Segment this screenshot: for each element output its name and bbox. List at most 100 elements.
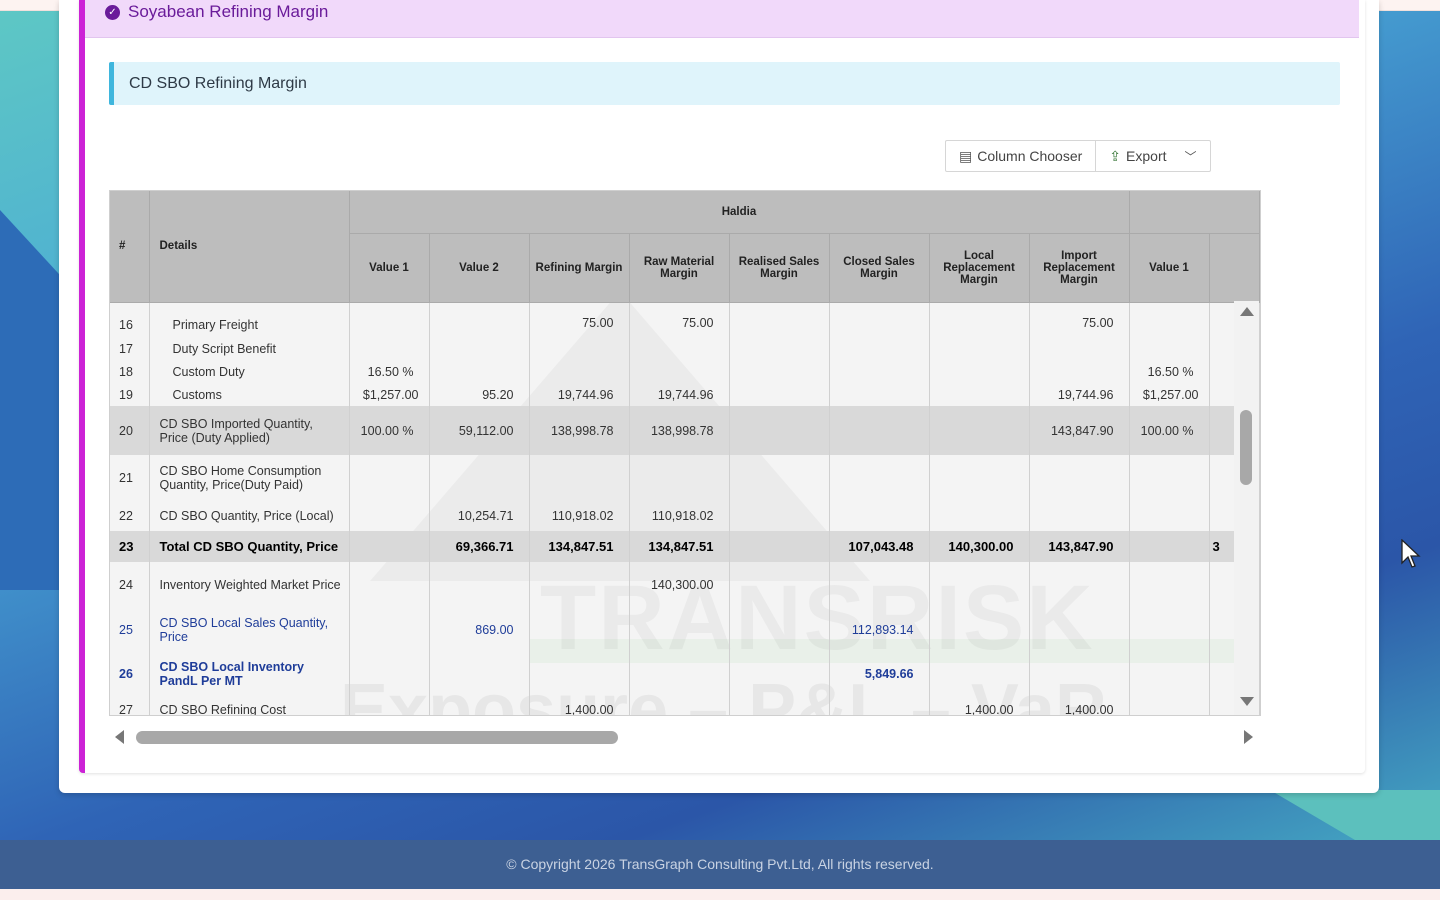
header-realised-sales-margin[interactable]: Realised Sales Margin [729,233,830,303]
cell-value-1 [349,501,430,531]
column-chooser-button[interactable]: ▤ Column Chooser [946,141,1095,171]
cell-realised-sales-margin [729,360,830,383]
header-index[interactable]: # [110,191,150,303]
cell-raw-material-margin: 134,847.51 [629,531,730,562]
scroll-down-arrow-icon[interactable] [1240,697,1254,706]
header-value-1b[interactable]: Value 1 [1129,233,1210,303]
header-next-column [1209,233,1260,303]
cell-local-replacement-margin [929,302,1030,337]
table-row[interactable]: 17 Duty Script Benefit [110,337,1260,360]
panel-header[interactable]: ✓ Soyabean Refining Margin [85,0,1359,38]
cell-closed-sales-margin [829,302,930,337]
row-index: 20 [110,406,150,455]
cell-value-1 [349,652,430,696]
vertical-scrollbar[interactable] [1234,301,1259,715]
cell-value-1: 100.00 % [349,406,430,455]
row-details[interactable]: CD SBO Local Inventory PandL Per MT [149,652,350,696]
cell-closed-sales-margin [829,455,930,501]
cell-closed-sales-margin [829,360,930,383]
vertical-scroll-thumb[interactable] [1240,410,1252,485]
row-details: Custom Duty [149,360,350,383]
column-chooser-icon: ▤ [959,147,973,164]
row-index: 16 [110,302,150,337]
table-row[interactable]: 22 CD SBO Quantity, Price (Local) 10,254… [110,501,1260,531]
cell-local-replacement-margin [929,360,1030,383]
cell-import-replacement-margin: 143,847.90 [1029,531,1130,562]
cell-value-1: $1,257.00 [349,383,430,406]
table-row[interactable]: 24 Inventory Weighted Market Price 140,3… [110,562,1260,608]
cell-import-replacement-margin [1029,652,1130,696]
table-row[interactable]: 18 Custom Duty 16.50 % 16.50 % [110,360,1260,383]
row-details: CD SBO Home Consumption Quantity, Price(… [149,455,350,501]
cell-refining-margin [529,652,630,696]
header-value-1[interactable]: Value 1 [349,233,430,303]
cell-closed-sales-margin: 112,893.14 [829,608,930,652]
table-row[interactable]: 21 CD SBO Home Consumption Quantity, Pri… [110,455,1260,501]
header-import-replacement-margin[interactable]: Import Replacement Margin [1029,233,1130,303]
cell-value-1: 16.50 % [349,360,430,383]
header-local-replacement-margin[interactable]: Local Replacement Margin [929,233,1030,303]
scroll-left-arrow-icon[interactable] [115,730,124,744]
row-details[interactable]: CD SBO Local Sales Quantity, Price [149,608,350,652]
scroll-right-arrow-icon[interactable] [1244,730,1253,744]
cell-import-replacement-margin [1029,562,1130,608]
cell-realised-sales-margin [729,337,830,360]
table-row[interactable]: 26 CD SBO Local Inventory PandL Per MT 5… [110,652,1260,696]
cell-value-1 [349,302,430,337]
table-row[interactable]: 23 Total CD SBO Quantity, Price 69,366.7… [110,531,1260,562]
cell-value-2 [429,652,530,696]
cell-raw-material-margin: 140,300.00 [629,562,730,608]
mouse-cursor-icon [1401,539,1421,568]
cell-realised-sales-margin [729,455,830,501]
cell-realised-sales-margin [729,531,830,562]
header-refining-margin[interactable]: Refining Margin [529,233,630,303]
cell-realised-sales-margin [729,383,830,406]
scroll-up-arrow-icon[interactable] [1240,307,1254,316]
cell-import-replacement-margin: 143,847.90 [1029,406,1130,455]
section-header: CD SBO Refining Margin [109,62,1340,105]
horizontal-scroll-thumb[interactable] [136,731,618,744]
cell-value-1b [1129,696,1210,715]
row-index: 18 [110,360,150,383]
cell-refining-margin: 1,400.00 [529,696,630,715]
cell-import-replacement-margin [1029,608,1130,652]
cell-closed-sales-margin [829,406,930,455]
browser-bottom-strip [0,889,1440,900]
export-button[interactable]: ⇪ Export ﹀ [1095,141,1209,171]
cell-value-2: 69,366.71 [429,531,530,562]
cell-refining-margin [529,562,630,608]
header-closed-sales-margin[interactable]: Closed Sales Margin [829,233,930,303]
cell-import-replacement-margin: 1,400.00 [1029,696,1130,715]
cell-refining-margin [529,360,630,383]
page-footer: © Copyright 2026 TransGraph Consulting P… [0,840,1440,889]
row-index: 27 [110,696,150,715]
cell-import-replacement-margin: 75.00 [1029,302,1130,337]
cell-refining-margin: 19,744.96 [529,383,630,406]
table-row[interactable]: 27 CD SBO Refining Cost 1,400.00 1,400.0… [110,696,1260,715]
cell-closed-sales-margin [829,696,930,715]
cell-realised-sales-margin [729,501,830,531]
cell-raw-material-margin: 19,744.96 [629,383,730,406]
cell-value-2 [429,696,530,715]
chevron-down-icon[interactable]: ﹀ [1184,149,1197,164]
header-details[interactable]: Details [149,191,350,303]
horizontal-scrollbar[interactable] [109,726,1259,748]
table-row[interactable]: 16 Primary Freight 75.00 75.00 75.00 [110,302,1260,337]
table-row[interactable]: 20 CD SBO Imported Quantity, Price (Duty… [110,406,1260,455]
cell-closed-sales-margin [829,501,930,531]
header-raw-material-margin[interactable]: Raw Material Margin [629,233,730,303]
cell-closed-sales-margin [829,562,930,608]
cell-value-1b [1129,455,1210,501]
table-row[interactable]: 19 Customs $1,257.00 95.20 19,744.96 19,… [110,383,1260,406]
section-title: CD SBO Refining Margin [129,75,307,92]
cell-value-1b [1129,302,1210,337]
cell-raw-material-margin: 75.00 [629,302,730,337]
cell-raw-material-margin [629,360,730,383]
row-index: 23 [110,531,150,562]
header-value-2[interactable]: Value 2 [429,233,530,303]
cell-closed-sales-margin: 107,043.48 [829,531,930,562]
cell-value-2 [429,562,530,608]
cell-local-replacement-margin [929,337,1030,360]
table-row[interactable]: 25 CD SBO Local Sales Quantity, Price 86… [110,608,1260,652]
cell-raw-material-margin [629,608,730,652]
